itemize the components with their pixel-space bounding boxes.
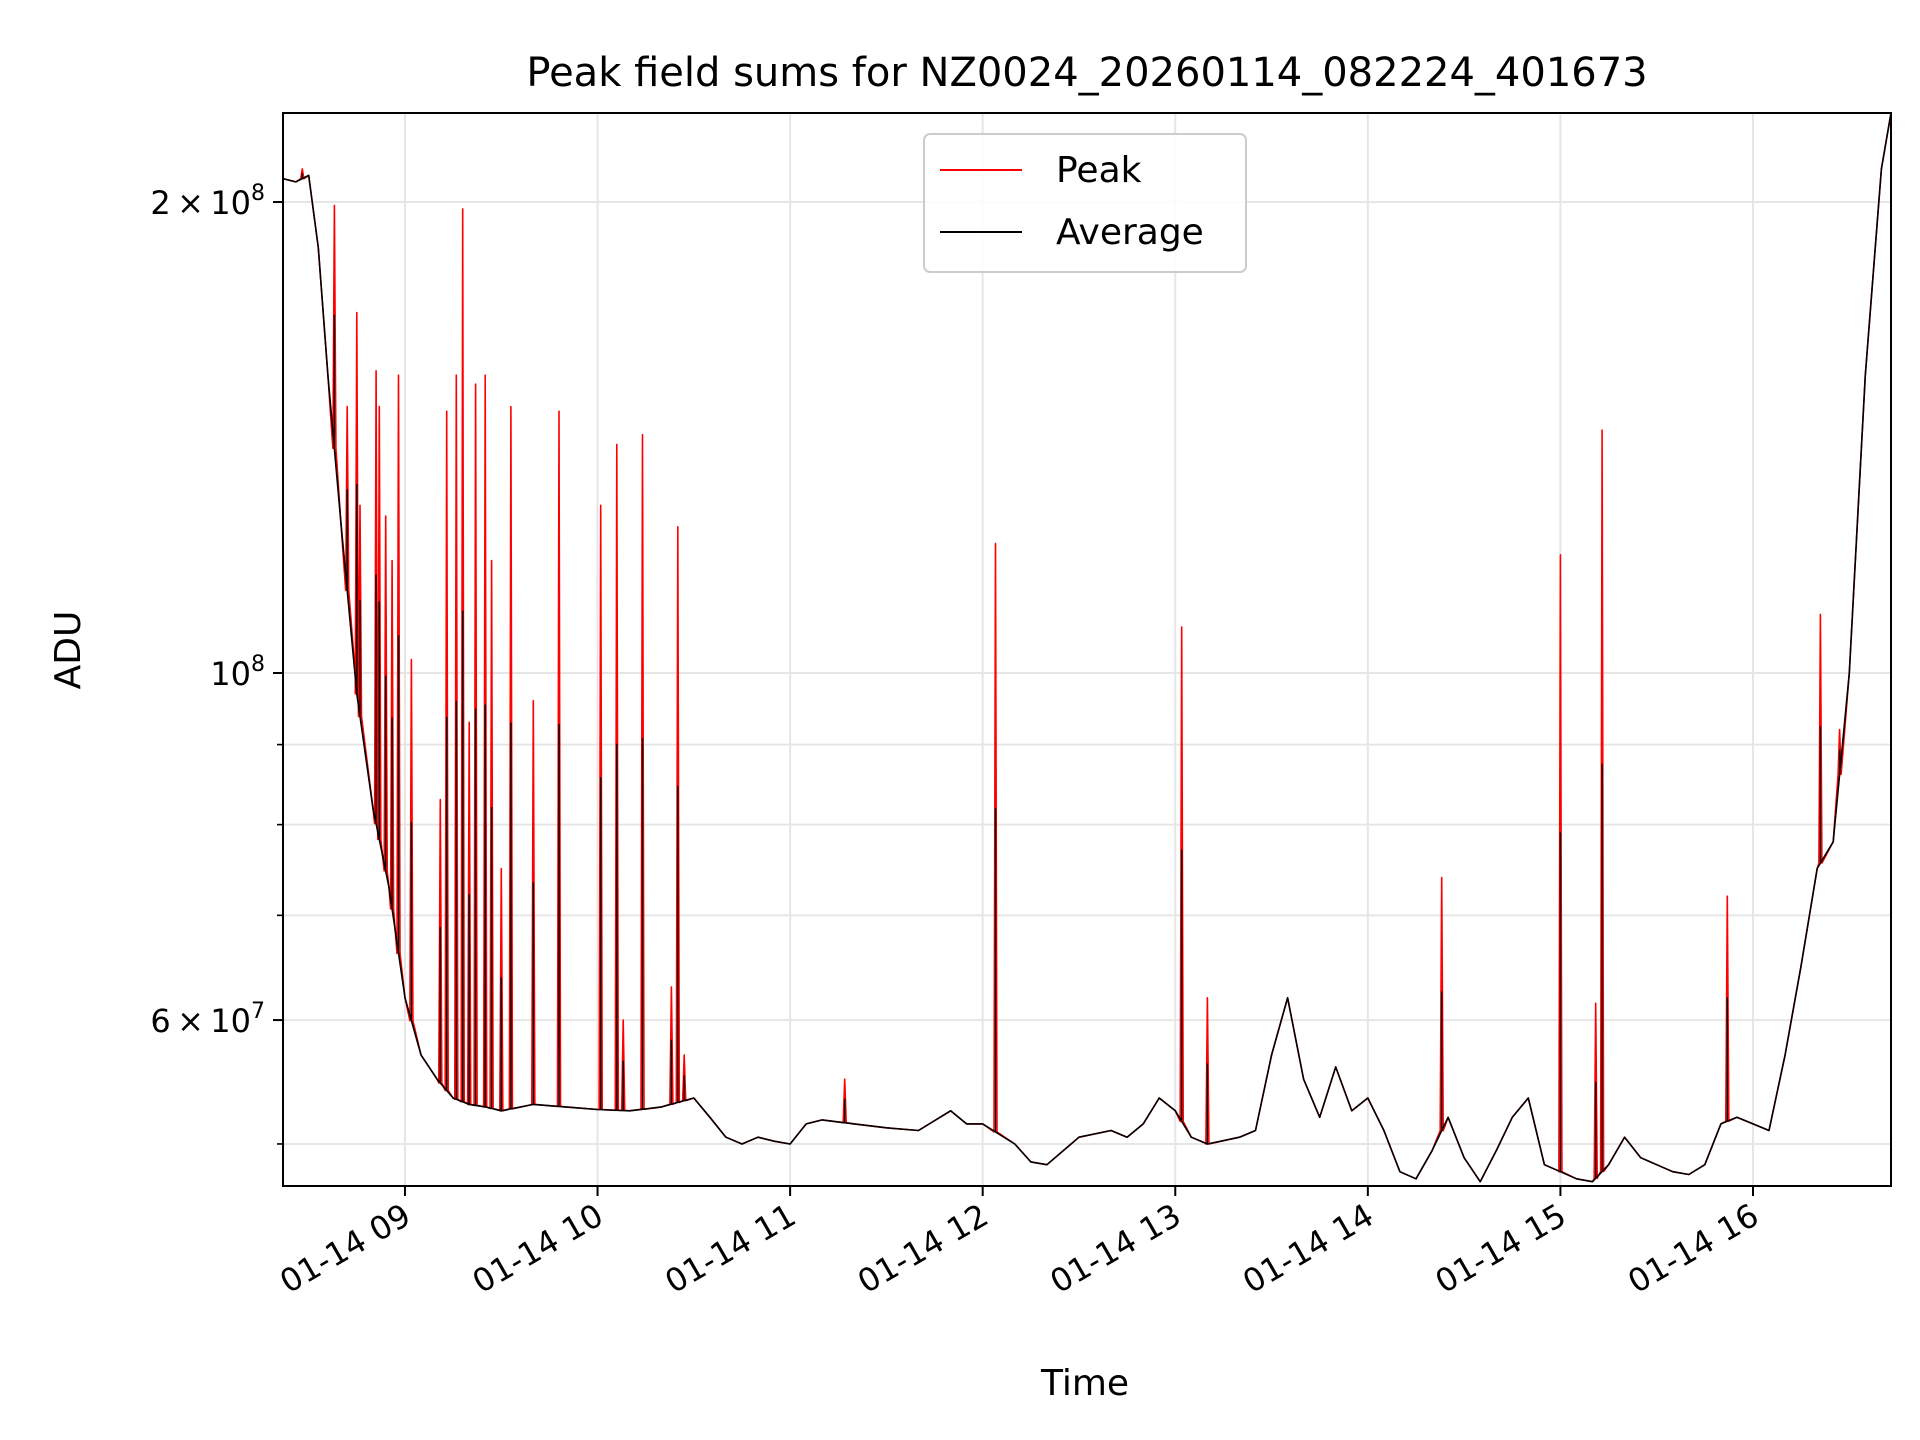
legend-label-average: Average (1056, 212, 1204, 253)
grid (283, 113, 1891, 1186)
legend: Peak Average (923, 133, 1247, 273)
y-tick-label: 2 × 108 (150, 181, 265, 222)
y-tick-mantissa: 6 (150, 1002, 170, 1040)
series-average-line (283, 113, 1891, 1183)
y-tick-label: 108 (210, 652, 265, 693)
y-tick-exponent: 7 (251, 999, 265, 1024)
y-tick-exponent: 8 (251, 652, 265, 677)
series-layer (283, 113, 1891, 1183)
chart-title: Peak field sums for NZ0024_20260114_0822… (526, 50, 1647, 96)
plot-frame (282, 112, 1892, 1187)
y-axis-label: ADU (48, 611, 89, 690)
legend-box (923, 133, 1247, 273)
y-tick-label: 6 × 107 (150, 999, 265, 1040)
legend-label-peak: Peak (1056, 150, 1142, 191)
y-tick-mantissa: 2 (150, 184, 170, 222)
x-axis-label: Time (1040, 1363, 1129, 1404)
y-tick-exponent: 8 (251, 181, 265, 206)
